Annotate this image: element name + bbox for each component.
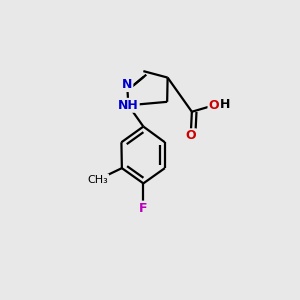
Text: CH₃: CH₃	[88, 175, 108, 185]
Text: N: N	[122, 78, 132, 91]
Text: NH: NH	[118, 99, 139, 112]
Text: O: O	[208, 99, 219, 112]
Text: F: F	[139, 202, 148, 214]
Text: O: O	[185, 129, 196, 142]
Text: H: H	[220, 98, 230, 111]
